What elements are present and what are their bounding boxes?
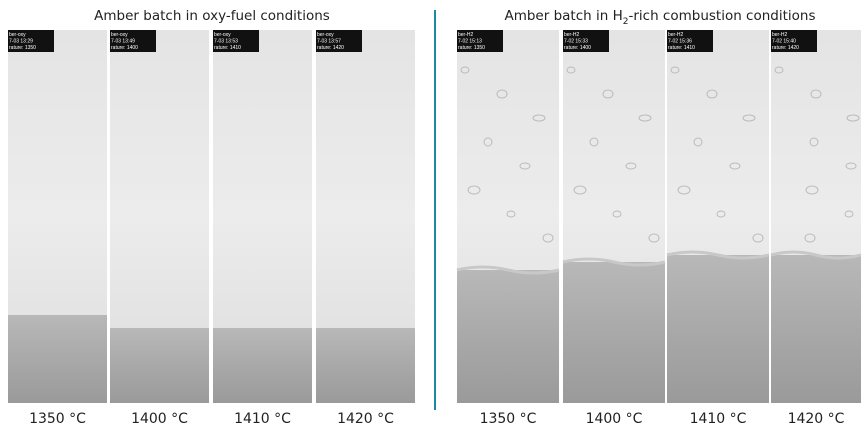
bubble (670, 66, 680, 74)
melt-zone (457, 270, 559, 403)
overlay-text: 7-02 15:33 (564, 39, 588, 45)
overlay-box (771, 30, 817, 52)
bubble (625, 162, 637, 170)
bubble (460, 66, 470, 74)
bubble (648, 233, 660, 243)
bubble (774, 66, 784, 74)
bubble (846, 114, 860, 122)
overlay-text: rature: 1400 (111, 45, 138, 51)
temperature-label: 1410 °C (234, 411, 291, 427)
title-part: Amber batch in H (504, 8, 622, 24)
overlay-text: rature: 1400 (564, 45, 591, 51)
bubble (467, 185, 481, 195)
overlay-box (563, 30, 609, 52)
bubble (809, 137, 819, 147)
title-subscript: 2 (623, 17, 629, 27)
overlay-text: rature: 1420 (317, 45, 344, 51)
overlay-box (667, 30, 713, 52)
overlay-text: ber-H2 (668, 32, 684, 38)
melt-zone (110, 328, 209, 403)
overlay-text: ber-oxy (317, 32, 334, 38)
right-title: Amber batch in H2-rich combustion condit… (504, 8, 815, 27)
temperature-label: 1410 °C (690, 411, 747, 427)
temperature-label: 1400 °C (586, 411, 643, 427)
bubble (716, 210, 726, 218)
bubble (677, 185, 691, 195)
bubble (506, 210, 516, 218)
bubble (810, 89, 822, 99)
bubble (638, 114, 652, 122)
temperature-label: 1350 °C (480, 411, 537, 427)
bubble (805, 185, 819, 195)
bubble (693, 137, 703, 147)
overlay-box (316, 30, 362, 52)
temperature-label: 1400 °C (131, 411, 188, 427)
bubble (496, 89, 508, 99)
overlay-text: 7-02 15:40 (772, 39, 796, 45)
bubble (612, 210, 622, 218)
overlay-text: ber-oxy (111, 32, 128, 38)
temperature-label: 1420 °C (788, 411, 845, 427)
overlay-text: rature: 1410 (214, 45, 241, 51)
foam-edge (666, 250, 770, 260)
bubble (845, 162, 857, 170)
overlay-text: 7-03 13:53 (214, 39, 238, 45)
melt-zone (316, 328, 415, 403)
overlay-text: rature: 1350 (458, 45, 485, 51)
melt-zone (771, 255, 861, 403)
bubble (602, 89, 614, 99)
overlay-box (8, 30, 54, 52)
bubble (483, 137, 493, 147)
bubble (532, 114, 546, 122)
melt-zone (213, 328, 312, 403)
overlay-text: 7-02 15:36 (668, 39, 692, 45)
bubble (729, 162, 741, 170)
overlay-text: 7-03 13:49 (111, 39, 135, 45)
overlay-text: ber-H2 (772, 32, 788, 38)
bubble (566, 66, 576, 74)
overlay-box (213, 30, 259, 52)
bubble (706, 89, 718, 99)
left-title: Amber batch in oxy-fuel conditions (94, 8, 330, 24)
overlay-text: ber-oxy (9, 32, 26, 38)
overlay-text: ber-oxy (214, 32, 231, 38)
bubble (542, 233, 554, 243)
overlay-box (457, 30, 503, 52)
overlay-box (110, 30, 156, 52)
title-part: -rich combustion conditions (628, 8, 815, 24)
temperature-label: 1420 °C (337, 411, 394, 427)
bubble (519, 162, 531, 170)
overlay-text: rature: 1410 (668, 45, 695, 51)
overlay-text: ber-H2 (458, 32, 474, 38)
temperature-label: 1350 °C (29, 411, 86, 427)
bubble (804, 233, 816, 243)
overlay-text: rature: 1350 (9, 45, 36, 51)
overlay-text: 7-03 13:29 (9, 39, 33, 45)
bubble (752, 233, 764, 243)
foam-edge (456, 265, 560, 275)
bubble (589, 137, 599, 147)
bubble (844, 210, 854, 218)
overlay-text: 7-03 13:57 (317, 39, 341, 45)
melt-zone (667, 255, 769, 403)
foam-edge (562, 257, 666, 267)
foam-edge (770, 250, 861, 260)
bubble (742, 114, 756, 122)
overlay-text: ber-H2 (564, 32, 580, 38)
overlay-text: rature: 1420 (772, 45, 799, 51)
melt-zone (8, 315, 107, 403)
bubble (573, 185, 587, 195)
melt-zone (563, 262, 665, 403)
overlay-text: 7-02 15:13 (458, 39, 482, 45)
